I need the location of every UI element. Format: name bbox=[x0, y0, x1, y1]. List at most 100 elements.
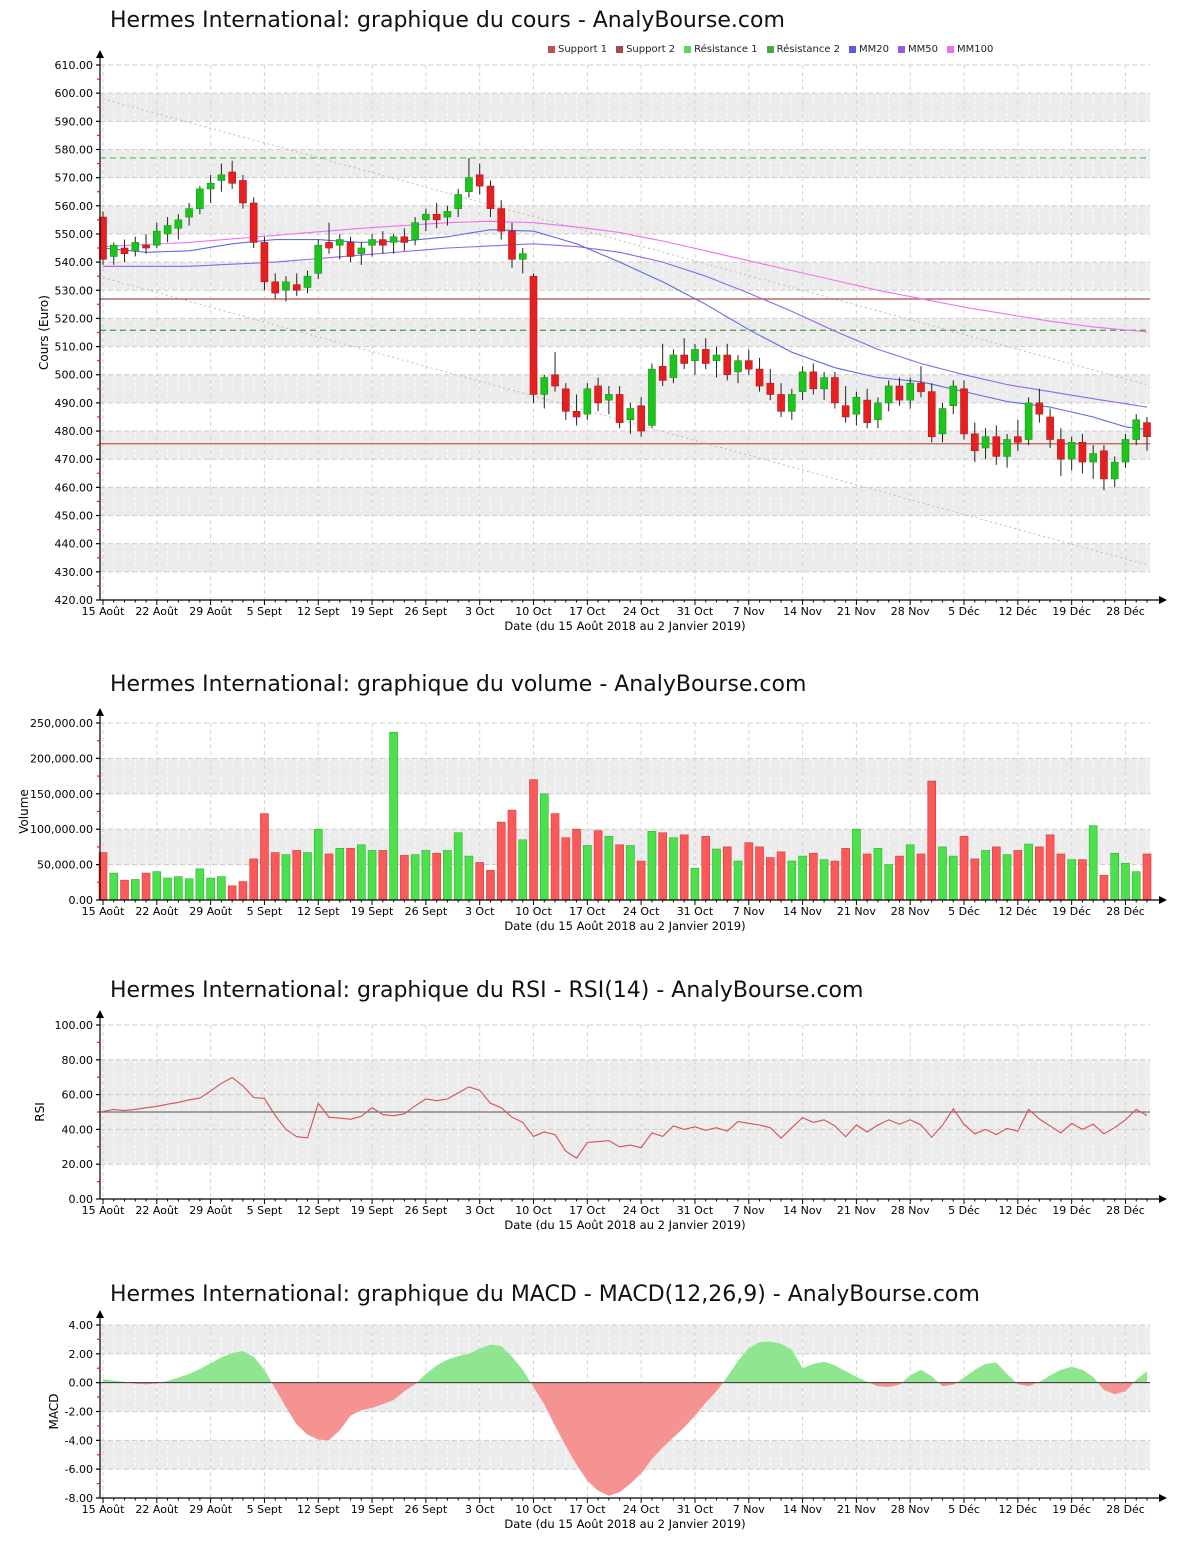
volume-bar-up bbox=[873, 848, 883, 901]
svg-text:19 Sept: 19 Sept bbox=[351, 905, 394, 918]
x-axis-arrow-icon bbox=[1159, 896, 1167, 904]
volume-bar-down bbox=[862, 853, 872, 901]
macd-area-positive bbox=[103, 1341, 1147, 1383]
candle-up bbox=[626, 408, 635, 421]
volume-bar-down bbox=[378, 850, 388, 901]
candle-down bbox=[239, 180, 247, 204]
volume-bar-down bbox=[292, 850, 302, 901]
legend-swatch bbox=[616, 46, 624, 53]
legend-label: Résistance 1 bbox=[694, 44, 758, 55]
volume-bar-down bbox=[701, 835, 711, 901]
candle-up bbox=[648, 368, 656, 426]
svg-text:12 Sept: 12 Sept bbox=[297, 1204, 340, 1217]
volume-bar-down bbox=[1099, 874, 1109, 901]
candle-down bbox=[529, 275, 538, 395]
candle-up bbox=[1121, 439, 1130, 463]
volume-bar-down bbox=[249, 858, 258, 901]
candle-up bbox=[443, 211, 452, 218]
volume-bar-down bbox=[346, 848, 355, 901]
svg-text:28 Déc: 28 Déc bbox=[1106, 905, 1145, 918]
rsi-chart: 0.00 20.00 40.00 60.00 80.00 100.00 15 Août 22 … bbox=[33, 1010, 1167, 1232]
svg-text:28 Nov: 28 Nov bbox=[891, 905, 930, 918]
svg-text:24 Oct: 24 Oct bbox=[623, 605, 660, 618]
volume-bar-up bbox=[152, 871, 162, 901]
candle-down bbox=[1014, 436, 1022, 443]
candle-down bbox=[228, 171, 236, 184]
candles bbox=[99, 157, 1151, 491]
volume-bar-up bbox=[1067, 859, 1076, 901]
candle-up bbox=[217, 174, 226, 181]
volume-bar-down bbox=[593, 830, 603, 901]
volume-bar-up bbox=[1024, 843, 1033, 901]
svg-text:0.00: 0.00 bbox=[69, 894, 94, 907]
volume-bar-down bbox=[1045, 834, 1055, 901]
candle-up bbox=[131, 242, 140, 252]
cours-chart: 420.00 430.00 440.00 450.00 460.00 470.00 480.… bbox=[37, 50, 1167, 633]
candle-down bbox=[927, 391, 936, 437]
svg-text:22 Août: 22 Août bbox=[135, 905, 179, 918]
candle-up bbox=[788, 394, 796, 412]
svg-text:420.00: 420.00 bbox=[55, 594, 94, 607]
svg-text:Date (du 15 Août 2018 au 2 Jan: Date (du 15 Août 2018 au 2 Janvier 2019) bbox=[504, 919, 745, 933]
candle-up bbox=[389, 236, 398, 243]
candle-down bbox=[271, 281, 280, 294]
volume-bar-down bbox=[776, 851, 786, 901]
svg-text:480.00: 480.00 bbox=[55, 425, 94, 438]
volume-bar-down bbox=[959, 835, 969, 901]
y-axis-arrow-icon bbox=[96, 50, 104, 58]
svg-text:19 Sept: 19 Sept bbox=[351, 605, 394, 618]
candle-down bbox=[637, 405, 645, 432]
svg-text:19 Déc: 19 Déc bbox=[1052, 605, 1091, 618]
channel-lower-line bbox=[102, 277, 1148, 566]
svg-text:29 Août: 29 Août bbox=[189, 605, 233, 618]
candle-down bbox=[744, 360, 753, 370]
svg-text:150,000.00: 150,000.00 bbox=[30, 788, 93, 801]
candle-up bbox=[465, 177, 473, 193]
candle-down bbox=[680, 354, 688, 364]
svg-text:3 Oct: 3 Oct bbox=[465, 605, 495, 618]
svg-text:50,000.00: 50,000.00 bbox=[37, 859, 93, 872]
volume-bar-up bbox=[852, 828, 861, 901]
svg-text:19 Sept: 19 Sept bbox=[351, 1503, 394, 1516]
candle-up bbox=[874, 402, 882, 421]
svg-text:0.00: 0.00 bbox=[69, 1377, 94, 1390]
legend-swatch bbox=[766, 46, 774, 53]
svg-text:12 Sept: 12 Sept bbox=[297, 905, 340, 918]
svg-text:31 Oct: 31 Oct bbox=[677, 1503, 714, 1516]
svg-text:5 Sept: 5 Sept bbox=[247, 605, 283, 618]
legend-swatch bbox=[684, 46, 692, 53]
svg-text:17 Oct: 17 Oct bbox=[569, 1503, 606, 1516]
svg-text:-8.00: -8.00 bbox=[65, 1492, 93, 1505]
svg-text:4.00: 4.00 bbox=[69, 1319, 94, 1332]
svg-text:10 Oct: 10 Oct bbox=[515, 1503, 552, 1516]
candle-down bbox=[594, 385, 602, 404]
candle-down bbox=[486, 185, 495, 209]
x-axis-labels: 15 Août 22 Août 29 Août 5 Sept 12 Sept 19 Sep… bbox=[82, 900, 1148, 933]
svg-text:530.00: 530.00 bbox=[55, 284, 94, 297]
volume-bar-up bbox=[981, 850, 990, 901]
candle-down bbox=[917, 382, 925, 392]
candle-down bbox=[766, 382, 775, 395]
volume-bar-up bbox=[518, 839, 528, 901]
candle-up bbox=[153, 230, 161, 246]
candle-down bbox=[572, 411, 581, 418]
candle-down bbox=[325, 242, 333, 249]
legend-swatch bbox=[849, 46, 857, 53]
legend-item: MM100 bbox=[947, 44, 993, 55]
legend-label: Résistance 2 bbox=[776, 44, 841, 55]
svg-text:28 Nov: 28 Nov bbox=[891, 605, 930, 618]
svg-text:510.00: 510.00 bbox=[55, 341, 94, 354]
svg-text:24 Oct: 24 Oct bbox=[623, 1503, 660, 1516]
svg-text:100.00: 100.00 bbox=[55, 1019, 94, 1032]
candle-up bbox=[1067, 442, 1076, 460]
candle-down bbox=[831, 377, 839, 404]
candle-down bbox=[379, 239, 387, 246]
svg-text:29 Août: 29 Août bbox=[189, 1204, 233, 1217]
volume-bar-up bbox=[1002, 854, 1012, 901]
x-axis-labels: 15 Août 22 Août 29 Août 5 Sept 12 Sept 19 Sep… bbox=[82, 1199, 1148, 1232]
volume-bar-up bbox=[453, 832, 463, 901]
svg-text:19 Déc: 19 Déc bbox=[1052, 1204, 1091, 1217]
volume-bar-down bbox=[1142, 853, 1152, 901]
volume-bar-up bbox=[217, 876, 226, 901]
